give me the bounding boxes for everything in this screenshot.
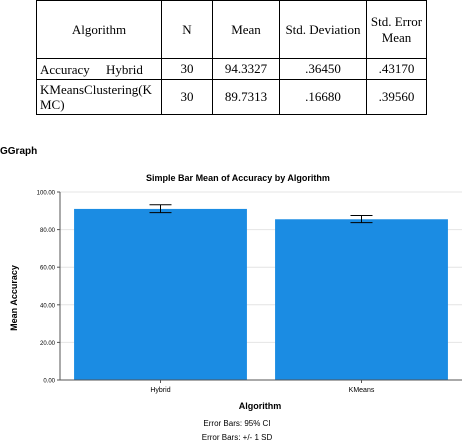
cell-std-deviation: .36450	[279, 58, 367, 80]
y-axis-ticks: 0.00 20.00 40.00 60.00 80.00 100.00	[37, 191, 60, 385]
cell-std-deviation: .16680	[279, 79, 367, 115]
y-tick-label: 60.00	[40, 266, 56, 272]
cell-std-error: .39560	[366, 79, 427, 115]
cell-algorithm: KMeansClustering(K MC)	[36, 79, 162, 115]
table-header-row: Algorithm N Mean Std. Deviation Std. Err…	[36, 0, 427, 59]
y-axis-label: Mean Accuracy	[9, 265, 19, 331]
x-axis-label: Algorithm	[239, 401, 282, 411]
header-std-deviation: Std. Deviation	[279, 0, 367, 59]
header-std-error-mean: Std. Error Mean	[366, 0, 427, 59]
x-tick-label: Hybrid	[150, 387, 170, 394]
error-bars	[149, 204, 373, 224]
y-tick-label: 100.00	[37, 191, 56, 197]
cell-n: 30	[161, 58, 213, 80]
table-row: Accuracy Hybrid 30 94.3327 .36450 .43170	[36, 58, 427, 80]
bars	[74, 208, 448, 380]
footnote-sd: Error Bars: +/- 1 SD	[201, 433, 273, 442]
ggraph-heading: GGraph	[0, 146, 38, 157]
table-row: KMeansClustering(K MC) 30 89.7313 .16680…	[36, 79, 427, 115]
descriptive-statistics-table: Algorithm N Mean Std. Deviation Std. Err…	[36, 0, 427, 115]
y-tick-label: 20.00	[40, 341, 56, 347]
cell-std-error: .43170	[366, 58, 427, 80]
header-mean: Mean	[212, 0, 280, 59]
y-tick-label: 0.00	[43, 379, 55, 385]
footnote-ci: Error Bars: 95% CI	[203, 419, 271, 428]
cell-mean: 89.7313	[212, 79, 280, 115]
cell-algorithm: Accuracy Hybrid	[36, 58, 162, 80]
bar-chart: Simple Bar Mean of Accuracy by Algorithm…	[9, 173, 462, 411]
x-axis-ticks: Hybrid KMeans	[150, 380, 375, 394]
y-tick-label: 40.00	[40, 303, 56, 309]
bar-hybrid	[74, 208, 247, 380]
cell-mean: 94.3327	[212, 58, 280, 80]
header-n: N	[161, 0, 213, 59]
x-tick-label: KMeans	[349, 387, 375, 394]
cell-n: 30	[161, 79, 213, 115]
y-tick-label: 80.00	[40, 228, 56, 234]
header-algorithm: Algorithm	[36, 0, 162, 59]
bar-kmeans	[275, 219, 448, 380]
chart-title: Simple Bar Mean of Accuracy by Algorithm	[146, 173, 330, 183]
